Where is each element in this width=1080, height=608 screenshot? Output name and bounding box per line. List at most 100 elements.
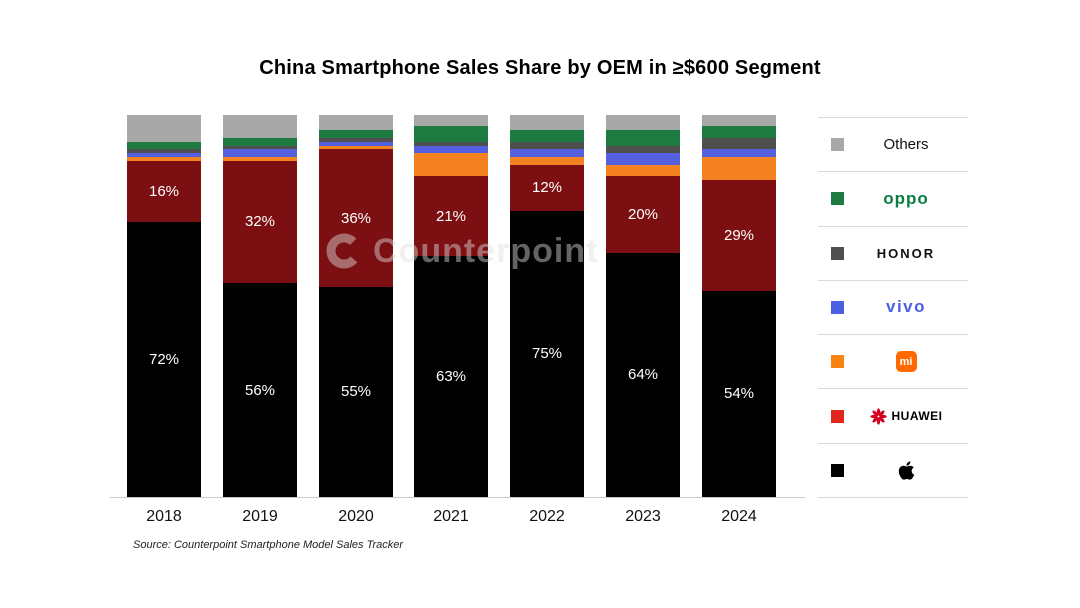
oppo-logo: oppo: [883, 188, 929, 208]
segment-vivo-2020: [319, 141, 393, 146]
legend-label-area: Others: [844, 136, 968, 153]
legend-row-oppo: oppo: [818, 171, 968, 225]
segment-others-2023: [606, 115, 680, 131]
x-axis-label-2018: 2018: [146, 508, 182, 525]
segment-vivo-2021: [414, 145, 488, 154]
segment-honor-2020: [319, 137, 393, 142]
chart-title: China Smartphone Sales Share by OEM in ≥…: [259, 57, 821, 79]
legend-label-others: Others: [883, 136, 929, 154]
segment-value-label: 63%: [435, 368, 467, 386]
legend-row-apple: [818, 442, 968, 497]
segment-vivo-2024: [702, 149, 776, 158]
x-axis-label-2023: 2023: [625, 508, 661, 525]
huawei-swatch: [831, 409, 844, 423]
segment-apple-2018: 72%: [127, 221, 201, 497]
segment-oppo-2021: [414, 126, 488, 142]
segment-mi-2020: [319, 145, 393, 150]
honor-logo: HONOR: [876, 245, 936, 261]
segment-mi-2021: [414, 153, 488, 177]
apple-logo-icon: [898, 461, 914, 480]
segment-huawei-2022: 12%: [510, 164, 584, 211]
segment-vivo-2023: [606, 153, 680, 165]
segment-oppo-2018: [127, 141, 201, 150]
x-axis-label-2019: 2019: [242, 508, 278, 525]
segment-honor-2023: [606, 145, 680, 154]
legend-row-mi: mi: [818, 334, 968, 388]
xiaomi-mi-logo: mi: [895, 351, 917, 373]
x-axis-label-2020: 2020: [338, 508, 374, 525]
honor-swatch: [831, 246, 844, 260]
plot-area: 72% 16% 56% 32% 55% 36% 63% 21% 75% 12% 64% 20% 54% 2…: [110, 115, 805, 498]
legend-row-honor: HONOR: [818, 225, 968, 280]
x-axis-label-2022: 2022: [529, 508, 565, 525]
segment-apple-2024: 54%: [702, 290, 776, 497]
segment-others-2021: [414, 115, 488, 127]
bar-2024: 54% 29%: [702, 115, 776, 497]
legend-label-area: [844, 460, 968, 481]
legend-row-others: Others: [818, 117, 968, 171]
vivo-logo: vivo: [885, 297, 927, 317]
others-swatch: [831, 138, 844, 152]
segment-value-label: 12%: [531, 179, 563, 197]
segment-oppo-2019: [223, 137, 297, 146]
legend-label-area: HUAWEI: [844, 407, 968, 425]
bar-2019: 56% 32%: [223, 115, 297, 497]
segment-vivo-2022: [510, 149, 584, 158]
segment-mi-2018: [127, 157, 201, 161]
segment-mi-2022: [510, 157, 584, 165]
x-axis-label-2021: 2021: [433, 508, 469, 525]
legend-label-area: vivo: [844, 297, 968, 317]
segment-vivo-2019: [223, 149, 297, 158]
segment-value-label: 36%: [340, 209, 372, 227]
segment-honor-2022: [510, 141, 584, 150]
bar-2018: 72% 16%: [127, 115, 201, 497]
segment-huawei-2021: 21%: [414, 176, 488, 257]
segment-value-label: 55%: [340, 383, 372, 401]
segment-huawei-2019: 32%: [223, 160, 297, 284]
oppo-swatch: [831, 192, 844, 206]
legend-row-vivo: vivo: [818, 279, 968, 334]
segment-huawei-2024: 29%: [702, 179, 776, 291]
segment-value-label: 16%: [148, 182, 180, 200]
segment-others-2022: [510, 115, 584, 131]
x-axis-line: [110, 497, 805, 498]
segment-value-label: 29%: [723, 226, 755, 244]
bar-2020: 55% 36%: [319, 115, 393, 497]
bar-2022: 75% 12%: [510, 115, 584, 497]
legend-label-area: HONOR: [844, 246, 968, 261]
segment-value-label: 72%: [148, 350, 180, 368]
x-axis-label-2024: 2024: [721, 508, 757, 525]
segment-huawei-2018: 16%: [127, 160, 201, 222]
bar-2021: 63% 21%: [414, 115, 488, 497]
segment-honor-2018: [127, 149, 201, 154]
segment-value-label: 20%: [627, 205, 659, 223]
segment-apple-2022: 75%: [510, 210, 584, 497]
apple-swatch: [831, 463, 844, 477]
huawei-flower-icon: [869, 407, 887, 425]
segment-value-label: 54%: [723, 385, 755, 403]
segment-honor-2021: [414, 141, 488, 146]
segment-others-2018: [127, 115, 201, 142]
segment-value-label: 32%: [244, 213, 276, 231]
segment-others-2024: [702, 115, 776, 127]
segment-value-label: 21%: [435, 207, 467, 225]
segment-mi-2023: [606, 164, 680, 177]
segment-oppo-2022: [510, 130, 584, 142]
segment-value-label: 56%: [244, 381, 276, 399]
segment-oppo-2024: [702, 126, 776, 138]
segment-honor-2024: [702, 137, 776, 150]
segment-apple-2023: 64%: [606, 252, 680, 497]
segment-value-label: 75%: [531, 345, 563, 363]
segment-honor-2019: [223, 145, 297, 150]
segment-apple-2021: 63%: [414, 256, 488, 497]
segment-apple-2019: 56%: [223, 283, 297, 497]
segment-huawei-2020: 36%: [319, 149, 393, 287]
source-note: Source: Counterpoint Smartphone Model Sa…: [133, 539, 404, 551]
vivo-swatch: [831, 300, 844, 314]
segment-apple-2020: 55%: [319, 286, 393, 497]
segment-oppo-2020: [319, 130, 393, 138]
huawei-logo-text: HUAWEI: [891, 409, 943, 424]
x-axis-labels: 2018 2019 2020 2021 2022 2023 2024: [110, 508, 805, 532]
segment-huawei-2023: 20%: [606, 176, 680, 253]
